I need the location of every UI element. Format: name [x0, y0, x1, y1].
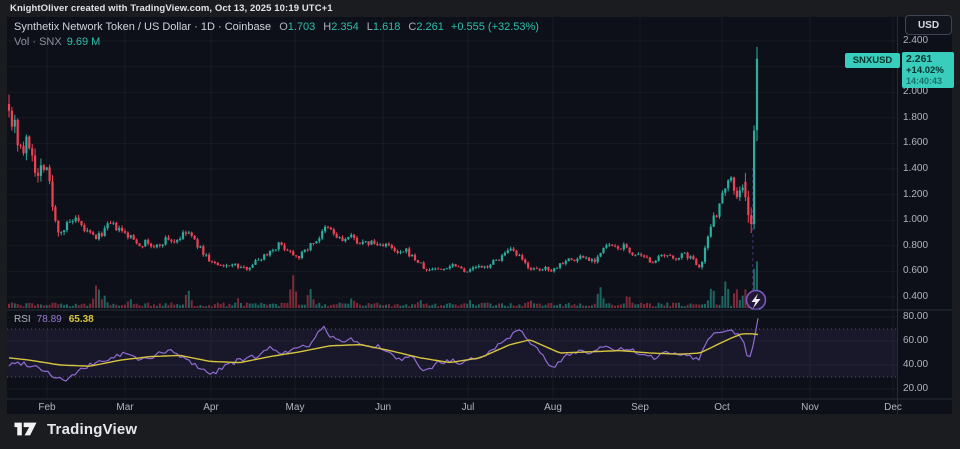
open-label: O [279, 21, 288, 33]
price-tick-label: 0.400 [903, 291, 929, 302]
rsi-legend[interactable]: RSI 78.89 65.38 [14, 314, 94, 325]
time-tick-label: Apr [203, 402, 219, 413]
time-tick-label: Aug [544, 402, 562, 413]
time-tick-label: Jul [461, 402, 475, 413]
open-value: 1.703 [287, 21, 316, 33]
price-tick-label: 1.600 [903, 137, 929, 149]
volume-legend: Vol · SNX 9.69 M [14, 36, 100, 48]
rsi-tick-label: 20.00 [903, 383, 929, 394]
close-value: 2.261 [416, 21, 444, 33]
rsi-tick-label: 40.00 [903, 359, 929, 370]
badge-change-pct: +14.02% [906, 64, 944, 76]
price-tick-label: 0.800 [903, 239, 929, 251]
volume-value: 9.69 M [66, 36, 101, 48]
price-tick-label: 1.200 [903, 188, 929, 200]
currency-toggle-button[interactable]: USD [905, 15, 952, 35]
badge-countdown: 14:40:43 [906, 76, 943, 87]
price-tick-label: 1.000 [903, 214, 929, 226]
symbol-price-tag[interactable]: SNXUSD [845, 53, 900, 68]
time-tick-label: Nov [801, 402, 819, 413]
rsi-tick-label: 60.00 [903, 335, 929, 346]
price-tick-label: 1.800 [903, 111, 929, 123]
rsi-label: RSI [14, 314, 31, 325]
time-tick-label: May [285, 402, 305, 413]
price-tick-label: 1.400 [903, 163, 929, 174]
time-tick-label: Feb [38, 402, 56, 413]
lightning-event-marker[interactable] [745, 289, 767, 311]
price-tick-label: 2.400 [903, 35, 929, 46]
time-tick-label: Oct [714, 402, 730, 413]
low-label: L [366, 21, 373, 33]
time-tick-label: Sep [631, 402, 649, 413]
time-tick-label: Dec [884, 402, 902, 413]
last-price-badge[interactable]: 2.261 +14.02% 14:40:43 [902, 52, 954, 89]
close-label: C [408, 21, 417, 33]
tradingview-brand-text[interactable]: TradingView [47, 420, 138, 438]
chart-panel [7, 17, 952, 414]
attribution-text: KnightOliver created with TradingView.co… [10, 3, 333, 14]
time-tick-label: Jun [374, 402, 392, 413]
rsi-value: 78.89 [36, 314, 62, 325]
rsi-tick-label: 80.00 [903, 311, 929, 322]
high-value: 2.354 [331, 21, 359, 33]
symbol-legend: Synthetix Network Token / US Dollar · 1D… [14, 21, 539, 33]
symbol-title[interactable]: Synthetix Network Token / US Dollar · 1D… [14, 21, 272, 33]
change-value: +0.555 (+32.53%) [450, 21, 539, 33]
price-tick-label: 0.600 [903, 265, 929, 277]
footer: TradingView [12, 418, 137, 440]
low-value: 1.618 [372, 21, 401, 33]
badge-price: 2.261 [906, 53, 933, 65]
time-axis[interactable] [7, 399, 897, 414]
price-tick-label: 2.000 [903, 86, 929, 98]
time-tick-label: Mar [116, 402, 134, 413]
high-label: H [323, 21, 332, 33]
rsi-ma-value: 65.38 [68, 314, 94, 325]
volume-label: Vol · SNX [14, 36, 62, 48]
tradingview-logo-icon[interactable] [12, 418, 39, 440]
